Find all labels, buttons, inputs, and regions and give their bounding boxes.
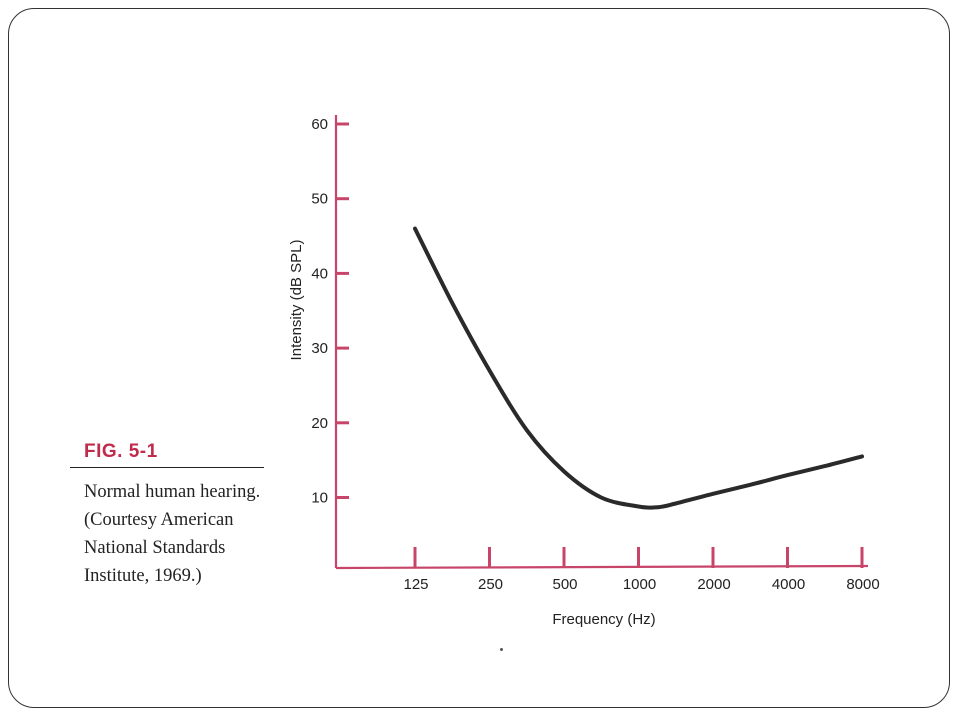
- stray-dot: [500, 648, 503, 651]
- hearing-threshold-curve: [413, 226, 864, 510]
- ticks-layer: [336, 122, 864, 568]
- caption-divider: [70, 467, 264, 468]
- x-axis-line: [335, 564, 869, 570]
- figure-caption: FIG. 5-1 Normal human hearing. (Courtesy…: [70, 441, 274, 590]
- tick-labels-layer: 10 20 30 40 50 60 125 250 500 1000 2000 4000 8000: [311, 116, 879, 593]
- curve-layer: [413, 226, 864, 510]
- figure-caption-text: Normal human hearing. (Courtesy American…: [84, 482, 261, 586]
- slide-frame: [8, 8, 950, 708]
- x-tick-label: 2000: [697, 576, 730, 593]
- x-tick-label: 4000: [772, 576, 805, 593]
- y-tick-label: 50: [311, 191, 328, 208]
- axes-layer: [334, 115, 869, 570]
- x-tick-label: 1000: [623, 576, 656, 593]
- x-tick-label: 8000: [846, 576, 879, 593]
- y-tick-label: 40: [311, 265, 328, 282]
- y-tick-label: 20: [311, 415, 328, 432]
- x-tick-label: 500: [552, 576, 577, 593]
- y-tick-label: 30: [311, 340, 328, 357]
- y-tick-label: 60: [311, 116, 328, 133]
- figure-number: FIG. 5-1: [84, 441, 158, 462]
- x-tick-label: 250: [478, 576, 503, 593]
- y-tick-label: 10: [311, 490, 328, 507]
- x-tick-label: 125: [403, 576, 428, 593]
- x-axis-title: Frequency (Hz): [552, 611, 655, 628]
- y-axis-title: Intensity (dB SPL): [288, 240, 305, 361]
